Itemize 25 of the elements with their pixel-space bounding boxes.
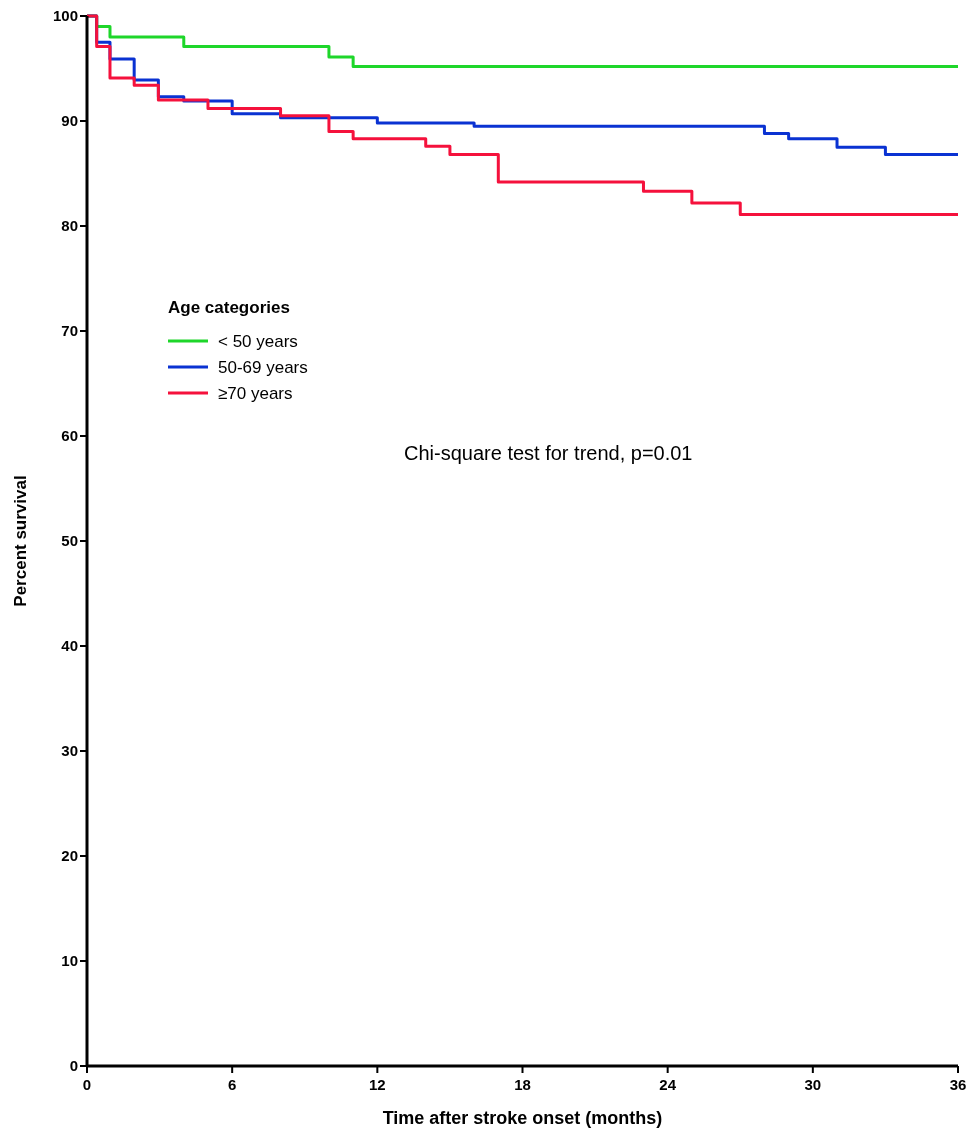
y-tick-label: 40 (61, 637, 78, 654)
legend-label: < 50 years (218, 332, 298, 351)
y-tick-label: 10 (61, 952, 78, 969)
x-tick-label: 18 (514, 1076, 531, 1093)
x-axis-title: Time after stroke onset (months) (382, 1108, 663, 1128)
legend-label: 50-69 years (218, 358, 308, 377)
y-tick-label: 80 (61, 217, 78, 234)
x-tick-label: 24 (659, 1076, 677, 1093)
y-tick-label: 100 (52, 7, 78, 24)
y-tick-label: 50 (61, 532, 78, 549)
legend-label: ≥70 years (218, 384, 293, 403)
x-tick-label: 30 (804, 1076, 822, 1093)
legend-title: Age categories (168, 298, 290, 317)
y-tick-label: 30 (61, 742, 78, 759)
y-axis-title: Percent survival (11, 475, 30, 607)
y-tick-label: 60 (61, 427, 78, 444)
x-tick-label: 6 (227, 1076, 237, 1093)
y-tick-label: 70 (61, 322, 78, 339)
y-tick-label: 20 (61, 847, 78, 864)
annotation: Chi-square test for trend, p=0.01 (404, 442, 693, 464)
y-tick-label: 0 (69, 1057, 78, 1074)
x-tick-label: 36 (949, 1076, 967, 1093)
y-tick-label: 90 (61, 112, 78, 129)
x-tick-label: 0 (82, 1076, 92, 1093)
x-tick-label: 12 (368, 1076, 386, 1093)
